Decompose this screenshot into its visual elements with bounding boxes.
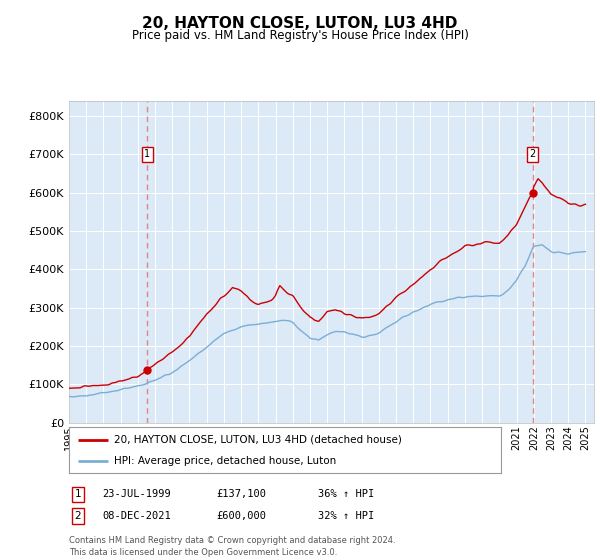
Text: 2: 2 (74, 511, 82, 521)
Text: £137,100: £137,100 (216, 489, 266, 500)
Text: Price paid vs. HM Land Registry's House Price Index (HPI): Price paid vs. HM Land Registry's House … (131, 29, 469, 42)
Text: 20, HAYTON CLOSE, LUTON, LU3 4HD: 20, HAYTON CLOSE, LUTON, LU3 4HD (142, 16, 458, 31)
Text: 1: 1 (74, 489, 82, 500)
Text: 08-DEC-2021: 08-DEC-2021 (102, 511, 171, 521)
Text: £600,000: £600,000 (216, 511, 266, 521)
Text: 23-JUL-1999: 23-JUL-1999 (102, 489, 171, 500)
Text: 1: 1 (144, 150, 151, 160)
Text: 20, HAYTON CLOSE, LUTON, LU3 4HD (detached house): 20, HAYTON CLOSE, LUTON, LU3 4HD (detach… (115, 435, 402, 445)
Text: 2: 2 (529, 150, 536, 160)
Text: Contains HM Land Registry data © Crown copyright and database right 2024.
This d: Contains HM Land Registry data © Crown c… (69, 536, 395, 557)
Text: 36% ↑ HPI: 36% ↑ HPI (318, 489, 374, 500)
Text: 32% ↑ HPI: 32% ↑ HPI (318, 511, 374, 521)
Text: HPI: Average price, detached house, Luton: HPI: Average price, detached house, Luto… (115, 456, 337, 466)
